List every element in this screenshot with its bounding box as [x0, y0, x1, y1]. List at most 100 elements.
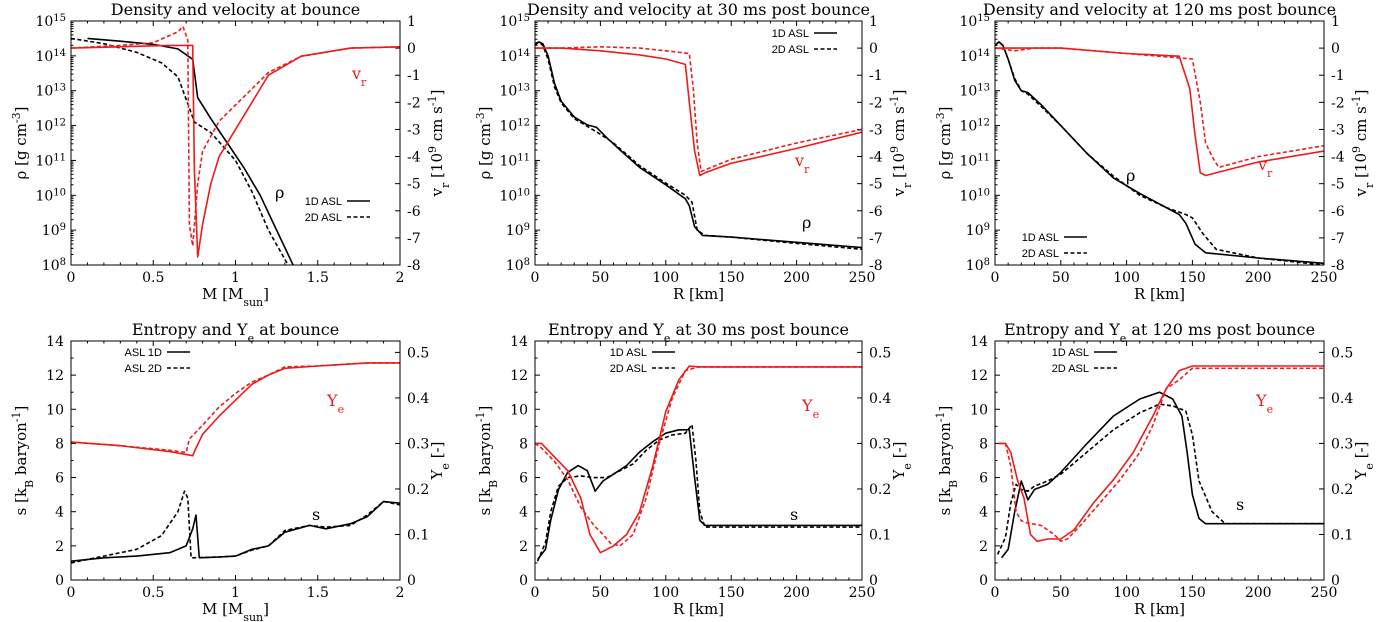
legend: ASL 1D ASL 2D [124, 347, 190, 375]
series-velocity-2d-asl [71, 25, 400, 247]
y2-tick-label: -1 [869, 68, 883, 84]
x-tick-label: 1 [231, 585, 240, 601]
legend-label: 2D ASL [1052, 363, 1089, 375]
legend: 1D ASL 2D ASL [610, 347, 675, 375]
y-tick-label: 109 [42, 222, 66, 240]
chart-title: Entropy and Ye at 30 ms post bounce [548, 320, 849, 345]
x-tick-label: 50 [591, 585, 609, 601]
y2-tick-label: -2 [1331, 95, 1345, 111]
annotation-s: s [1236, 495, 1244, 514]
y2-tick-label: 0.3 [869, 436, 891, 452]
y-tick-label: 1012 [959, 117, 990, 135]
series-Ye-1d-asl [535, 365, 862, 554]
y2-tick-label: 0.1 [1331, 527, 1353, 543]
annotation-vr: vr [1257, 155, 1273, 180]
x-axis-label: M [Msun] [202, 600, 269, 622]
y-tick-label: 10 [970, 402, 988, 418]
y2-tick-label: -4 [869, 150, 883, 166]
y2-tick-label: 0 [1331, 573, 1340, 589]
y2-tick-label: -6 [1331, 204, 1345, 220]
y-tick-label: 4 [979, 505, 988, 521]
y2-tick-label: 0 [407, 41, 416, 57]
legend-label: 1D ASL [772, 28, 809, 40]
x-tick-label: 250 [1311, 270, 1338, 286]
y-axis-label: ρ [g cm-3​] [474, 106, 495, 179]
y-tick-label: 1015 [499, 13, 530, 31]
y2-tick-label: -3 [1331, 122, 1345, 138]
y-tick-label: 14 [970, 334, 988, 350]
y2-tick-label: -5 [1331, 177, 1345, 193]
y-axis-label: ρ [g cm-3​] [10, 106, 31, 179]
x-tick-label: 50 [1052, 585, 1070, 601]
y2-tick-label: 1 [1331, 14, 1340, 30]
series-Ye-asl-2d [71, 362, 400, 454]
chart-title: Entropy and Ye at 120 ms post bounce [1004, 320, 1315, 345]
series-entropy-2d-asl [996, 403, 1324, 555]
legend-label: 1D ASL [610, 347, 647, 359]
x-tick-label: 200 [783, 585, 810, 601]
y2-tick-label: 0.5 [869, 345, 891, 361]
y2-tick-label: 0.2 [869, 482, 891, 498]
x-tick-label: 150 [718, 270, 745, 286]
y-tick-label: 1012 [35, 117, 66, 135]
y2-tick-label: 1 [869, 14, 878, 30]
panel-p1: Density and velocity at bounce 0 0.5 1 1.5 2 1… [10, 0, 452, 309]
y2-tick-label: 1 [407, 14, 416, 30]
y-tick-label: 8 [979, 436, 988, 452]
x-tick-label: 0 [531, 270, 540, 286]
y-tick-label: 1014 [499, 47, 530, 65]
series-entropy-1d-asl [1000, 391, 1324, 559]
y2-tick-label: -2 [407, 95, 421, 111]
series-Ye-asl-1d [71, 362, 400, 457]
y-tick-label: 8 [519, 436, 528, 452]
plot-area [535, 365, 862, 562]
annotation-ye: Ye [1255, 391, 1273, 416]
y2-tick-label: 0.1 [407, 527, 429, 543]
y-tick-label: 1015 [35, 13, 66, 31]
y-tick-label: 108 [506, 257, 530, 275]
y-tick-label: 10 [510, 402, 528, 418]
series-velocity-1d-asl [535, 47, 862, 177]
y2-tick-label: 0.3 [1331, 436, 1353, 452]
x-tick-label: 150 [1179, 585, 1206, 601]
y-tick-label: 0 [519, 573, 528, 589]
y-axis-label: ρ [g cm-3​] [934, 106, 955, 179]
y-tick-label: 109 [506, 222, 530, 240]
plot-area [71, 25, 400, 265]
series-density-2d-asl [995, 41, 1324, 265]
y2-axis-label: Ye​ [-] [428, 442, 452, 481]
y-tick-label: 1014 [959, 47, 990, 65]
plot-frame [70, 20, 401, 266]
legend-label: 2D ASL [610, 363, 647, 375]
x-tick-label: 200 [1245, 585, 1272, 601]
legend-label: 2D ASL [772, 44, 809, 56]
y-tick-label: 1010 [499, 187, 530, 205]
y2-axis-label: vr​ [109​ cm s-1​] [888, 90, 914, 198]
plot-area [995, 41, 1324, 265]
y-tick-label: 1011 [35, 152, 66, 170]
x-axis-label: R [km] [1134, 600, 1185, 618]
y-tick-label: 108 [42, 257, 66, 275]
y-tick-label: 14 [46, 334, 64, 350]
y2-tick-label: -5 [869, 177, 883, 193]
y-axis-label: s [kB​ baryon-1​] [10, 406, 36, 516]
legend-label: ASL 1D [124, 347, 162, 359]
x-tick-label: 100 [1113, 585, 1140, 601]
y-tick-label: 6 [519, 471, 528, 487]
y2-tick-label: -8 [407, 258, 421, 274]
x-axis-label: R [km] [1134, 285, 1185, 303]
annotation-s: s [312, 505, 320, 524]
y2-tick-label: -3 [869, 122, 883, 138]
y-tick-label: 10 [46, 402, 64, 418]
y-axis-label: s [kB​ baryon-1​] [474, 406, 500, 516]
plot-area [996, 365, 1324, 559]
y2-tick-label: 0.4 [407, 391, 429, 407]
y-tick-label: 6 [55, 471, 64, 487]
y-tick-label: 0 [55, 573, 64, 589]
annotation-rho: ρ [1126, 166, 1135, 185]
plot-frame [70, 340, 401, 581]
legend: 1D ASL 2D ASL [1052, 347, 1117, 375]
y-tick-label: 6 [979, 471, 988, 487]
x-tick-label: 250 [1311, 585, 1338, 601]
